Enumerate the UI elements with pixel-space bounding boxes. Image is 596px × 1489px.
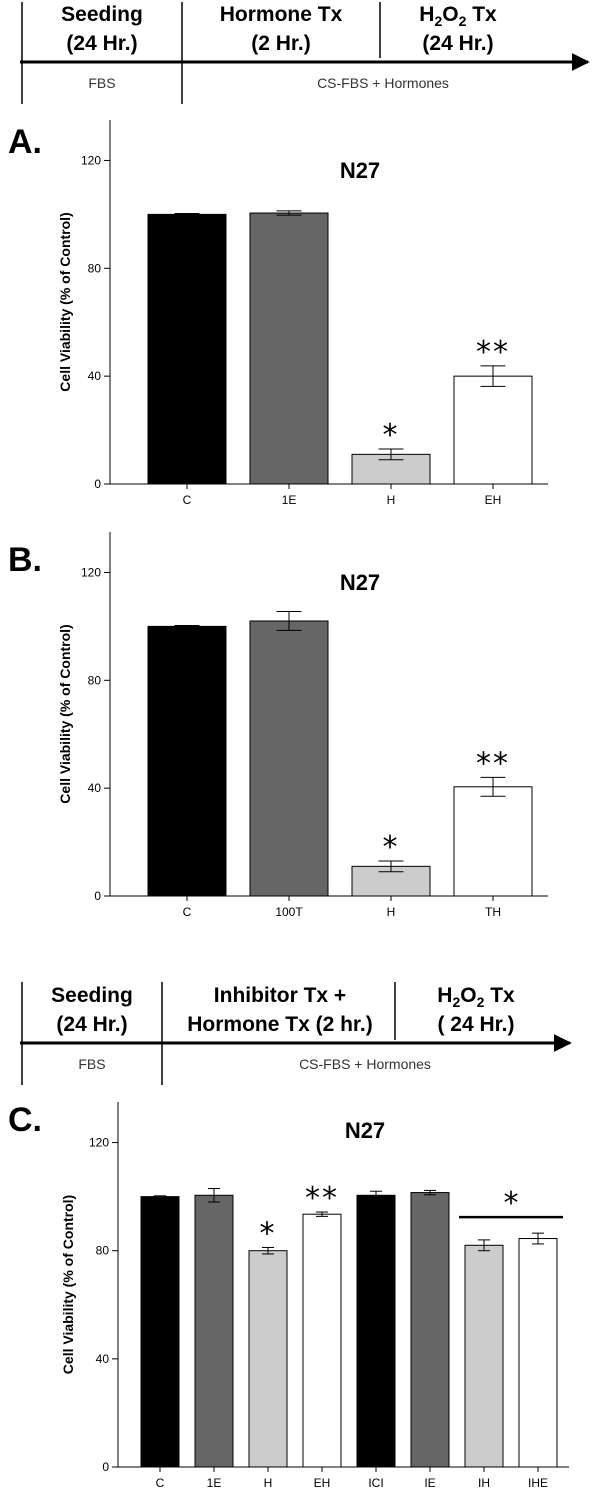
y-tick-label: 40: [88, 781, 102, 795]
error-bar-100t: [276, 611, 302, 631]
x-tick-label: H: [387, 905, 396, 919]
chart-panel-c: C. N27 Cell Viability (% of Control) 0 40 80 1…: [8, 1101, 569, 1489]
error-bar-ici: [369, 1190, 383, 1200]
bar-ici: [356, 1194, 396, 1468]
y-tick-label: 0: [102, 1460, 109, 1474]
bar-c: [140, 1196, 180, 1468]
bar-th: [453, 786, 533, 897]
error-bar-ihe: [531, 1232, 545, 1245]
bar-1e: [249, 212, 329, 485]
bar-eh: [302, 1213, 342, 1468]
x-tick-label: TH: [485, 905, 501, 919]
chart-panel-a: A. N27 Cell Viability (% of Control) 0 40 80 1…: [8, 120, 548, 507]
y-tick-label: 40: [96, 1352, 110, 1366]
significance-mark: **: [476, 746, 510, 781]
error-bar-h: [378, 860, 404, 873]
bar-c: [147, 213, 227, 485]
x-tick-label: EH: [485, 493, 502, 507]
y-axis-label: Cell Viability (% of Control): [60, 1195, 76, 1374]
timeline-1-media-fbs: FBS: [88, 75, 115, 91]
y-tick-label: 120: [81, 565, 101, 579]
chart-title: N27: [345, 1118, 385, 1143]
timeline-1-h2o2-duration: (24 Hr.): [422, 32, 493, 55]
timeline-2-inhibitor-duration: Hormone Tx (2 hr.): [187, 1013, 373, 1036]
y-tick-label: 40: [88, 369, 102, 383]
significance-mark: *: [504, 1186, 519, 1221]
y-tick-label: 0: [94, 477, 101, 491]
x-tick-label: IHE: [528, 1476, 548, 1489]
significance-mark: **: [476, 335, 510, 370]
error-bar-eh: [480, 365, 506, 387]
x-tick-label: IE: [424, 1476, 435, 1489]
chart-title: N27: [340, 158, 380, 183]
bar-eh: [453, 375, 533, 485]
bar-h: [248, 1250, 288, 1468]
x-tick-label: H: [264, 1476, 273, 1489]
timeline-2-media-fbs: FBS: [78, 1056, 105, 1072]
timeline-1-hormone-duration: (2 Hr.): [251, 32, 311, 55]
panel-letter: A.: [8, 123, 42, 161]
y-tick-label: 80: [96, 1244, 110, 1258]
error-bar-th: [480, 776, 506, 797]
error-bar-h: [378, 448, 404, 461]
error-bar-eh: [315, 1211, 329, 1217]
timeline-2-h2o2-duration: ( 24 Hr.): [437, 1013, 514, 1036]
chart-panel-b: B. N27 Cell Viability (% of Control) 0 40 80 1…: [8, 532, 548, 919]
x-tick-label: 100T: [275, 905, 303, 919]
significance-mark: *: [383, 830, 400, 865]
error-bar-1e: [276, 210, 302, 216]
x-tick-label: ICI: [368, 1476, 383, 1489]
bar-1e: [194, 1194, 234, 1468]
x-tick-label: C: [183, 493, 192, 507]
timeline-2-seeding-label: Seeding: [51, 984, 133, 1007]
x-tick-label: EH: [314, 1476, 331, 1489]
x-tick-label: IH: [478, 1476, 490, 1489]
error-bar-c: [174, 625, 200, 628]
x-tick-label: H: [387, 493, 396, 507]
y-axis-label: Cell Viability (% of Control): [57, 624, 73, 803]
significance-mark: *: [383, 418, 400, 453]
timeline-2-inhibitor-label: Inhibitor Tx +: [214, 984, 346, 1007]
error-bar-ih: [477, 1239, 491, 1252]
y-tick-label: 80: [88, 261, 102, 275]
panel-letter: B.: [8, 541, 42, 579]
error-bar-1e: [207, 1188, 221, 1203]
timeline-1-seeding-label: Seeding: [61, 3, 143, 26]
bar-c: [147, 625, 227, 897]
timeline-1-media-csfbs: CS-FBS + Hormones: [317, 75, 449, 91]
bar-ih: [464, 1244, 504, 1468]
timeline-2: Seeding (24 Hr.) Inhibitor Tx + Hormone …: [20, 982, 572, 1085]
timeline-1-h2o2-label: H2O2 Tx: [419, 3, 497, 29]
x-tick-label: C: [156, 1476, 165, 1489]
significance-mark: **: [305, 1181, 339, 1216]
x-tick-label: 1E: [207, 1476, 222, 1489]
bar-100t: [249, 620, 329, 897]
timeline-1: Seeding (24 Hr.) Hormone Tx (2 Hr.) H2O2…: [20, 2, 590, 104]
y-tick-label: 120: [81, 153, 101, 167]
error-bar-c: [153, 1195, 167, 1198]
x-tick-label: 1E: [282, 493, 297, 507]
significance-mark: *: [260, 1216, 277, 1251]
x-tick-label: C: [183, 905, 192, 919]
timeline-1-hormone-label: Hormone Tx: [220, 3, 343, 26]
timeline-1-seeding-duration: (24 Hr.): [66, 32, 137, 55]
timeline-2-media-csfbs: CS-FBS + Hormones: [299, 1056, 431, 1072]
error-bar-h: [261, 1246, 275, 1255]
timeline-2-seeding-duration: (24 Hr.): [56, 1013, 127, 1036]
bar-ihe: [518, 1238, 558, 1468]
error-bar-ie: [423, 1189, 437, 1196]
timeline-2-h2o2-label: H2O2 Tx: [437, 984, 515, 1010]
error-bar-c: [174, 213, 200, 216]
bar-ie: [410, 1192, 450, 1468]
y-tick-label: 120: [89, 1136, 109, 1150]
y-tick-label: 0: [94, 889, 101, 903]
y-tick-label: 80: [88, 673, 102, 687]
panel-letter: C.: [8, 1101, 42, 1139]
y-axis-label: Cell Viability (% of Control): [57, 212, 73, 391]
chart-title: N27: [340, 570, 380, 595]
